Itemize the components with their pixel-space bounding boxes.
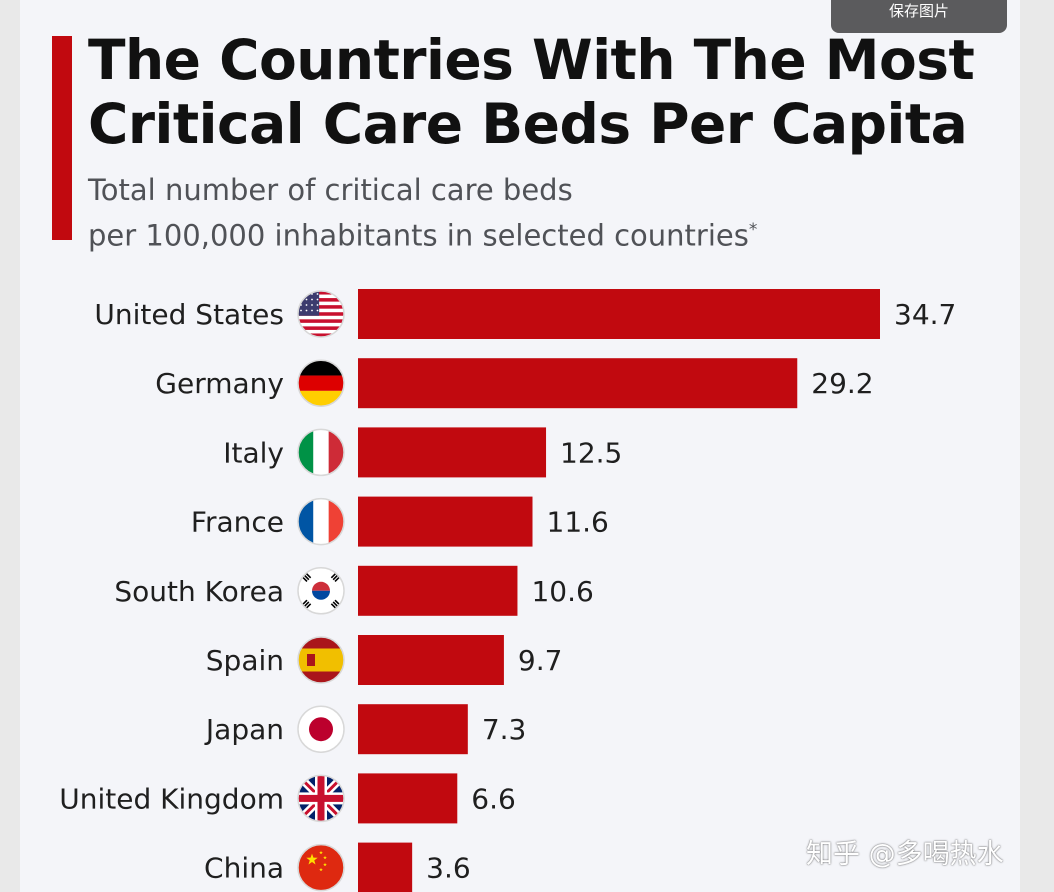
flag-outline (297, 843, 345, 892)
title-accent-bar (52, 36, 72, 240)
value-label: 6.6 (471, 782, 516, 815)
category-label: France (191, 506, 284, 539)
footnote-marker: * (748, 220, 758, 240)
bar (358, 289, 880, 339)
value-label: 7.3 (482, 713, 527, 746)
chart-title: The Countries With The Most Critical Car… (88, 28, 988, 156)
category-label: Spain (206, 644, 284, 677)
category-label: United Kingdom (59, 782, 284, 815)
flag-outline (297, 497, 345, 546)
us-flag-icon (298, 291, 344, 337)
category-label: Germany (155, 367, 284, 400)
flag-outline (297, 705, 345, 753)
uk-flag-icon (298, 775, 344, 822)
japan-flag-icon (298, 706, 344, 753)
value-label: 12.5 (560, 436, 622, 469)
flag-outline (297, 428, 345, 477)
save-image-button[interactable]: 保存图片 (831, 0, 1007, 33)
category-label: United States (94, 298, 284, 331)
value-label: 34.7 (894, 298, 956, 331)
bar (358, 704, 468, 755)
chart-title-line-2: Critical Care Beds Per Capita (88, 92, 968, 156)
category-label: Italy (223, 436, 284, 469)
flag-outline (297, 636, 345, 684)
bar (358, 496, 533, 547)
china-flag-icon (298, 844, 344, 891)
bar (358, 842, 413, 892)
flag-outline (297, 774, 345, 823)
bar (358, 427, 547, 478)
flag-outline (297, 290, 345, 338)
flag-outline (297, 567, 345, 615)
chart-subtitle-line-2-wrap: per 100,000 inhabitants in selected coun… (88, 210, 888, 256)
bar (358, 635, 504, 685)
spain-flag-icon (298, 637, 344, 683)
flag-outline (297, 359, 345, 407)
value-label: 3.6 (426, 852, 471, 885)
category-label: South Korea (114, 575, 284, 608)
watermark: 知乎 @多喝热水 (806, 839, 1004, 870)
value-label: 11.6 (547, 506, 609, 539)
bar (358, 358, 798, 409)
chart-subtitle-line-2: per 100,000 inhabitants in selected coun… (88, 218, 749, 253)
chart-subtitle-line-1: Total number of critical care beds (88, 173, 573, 207)
category-label: China (204, 852, 284, 885)
bar (358, 773, 458, 824)
category-label: Japan (204, 713, 284, 746)
value-label: 29.2 (811, 367, 873, 400)
value-label: 9.7 (518, 644, 563, 677)
bar (358, 565, 518, 616)
chart-title-line-1: The Countries With The Most (88, 28, 975, 92)
chart-subtitle: Total number of critical care beds per 1… (88, 170, 888, 256)
value-label: 10.6 (531, 575, 593, 608)
